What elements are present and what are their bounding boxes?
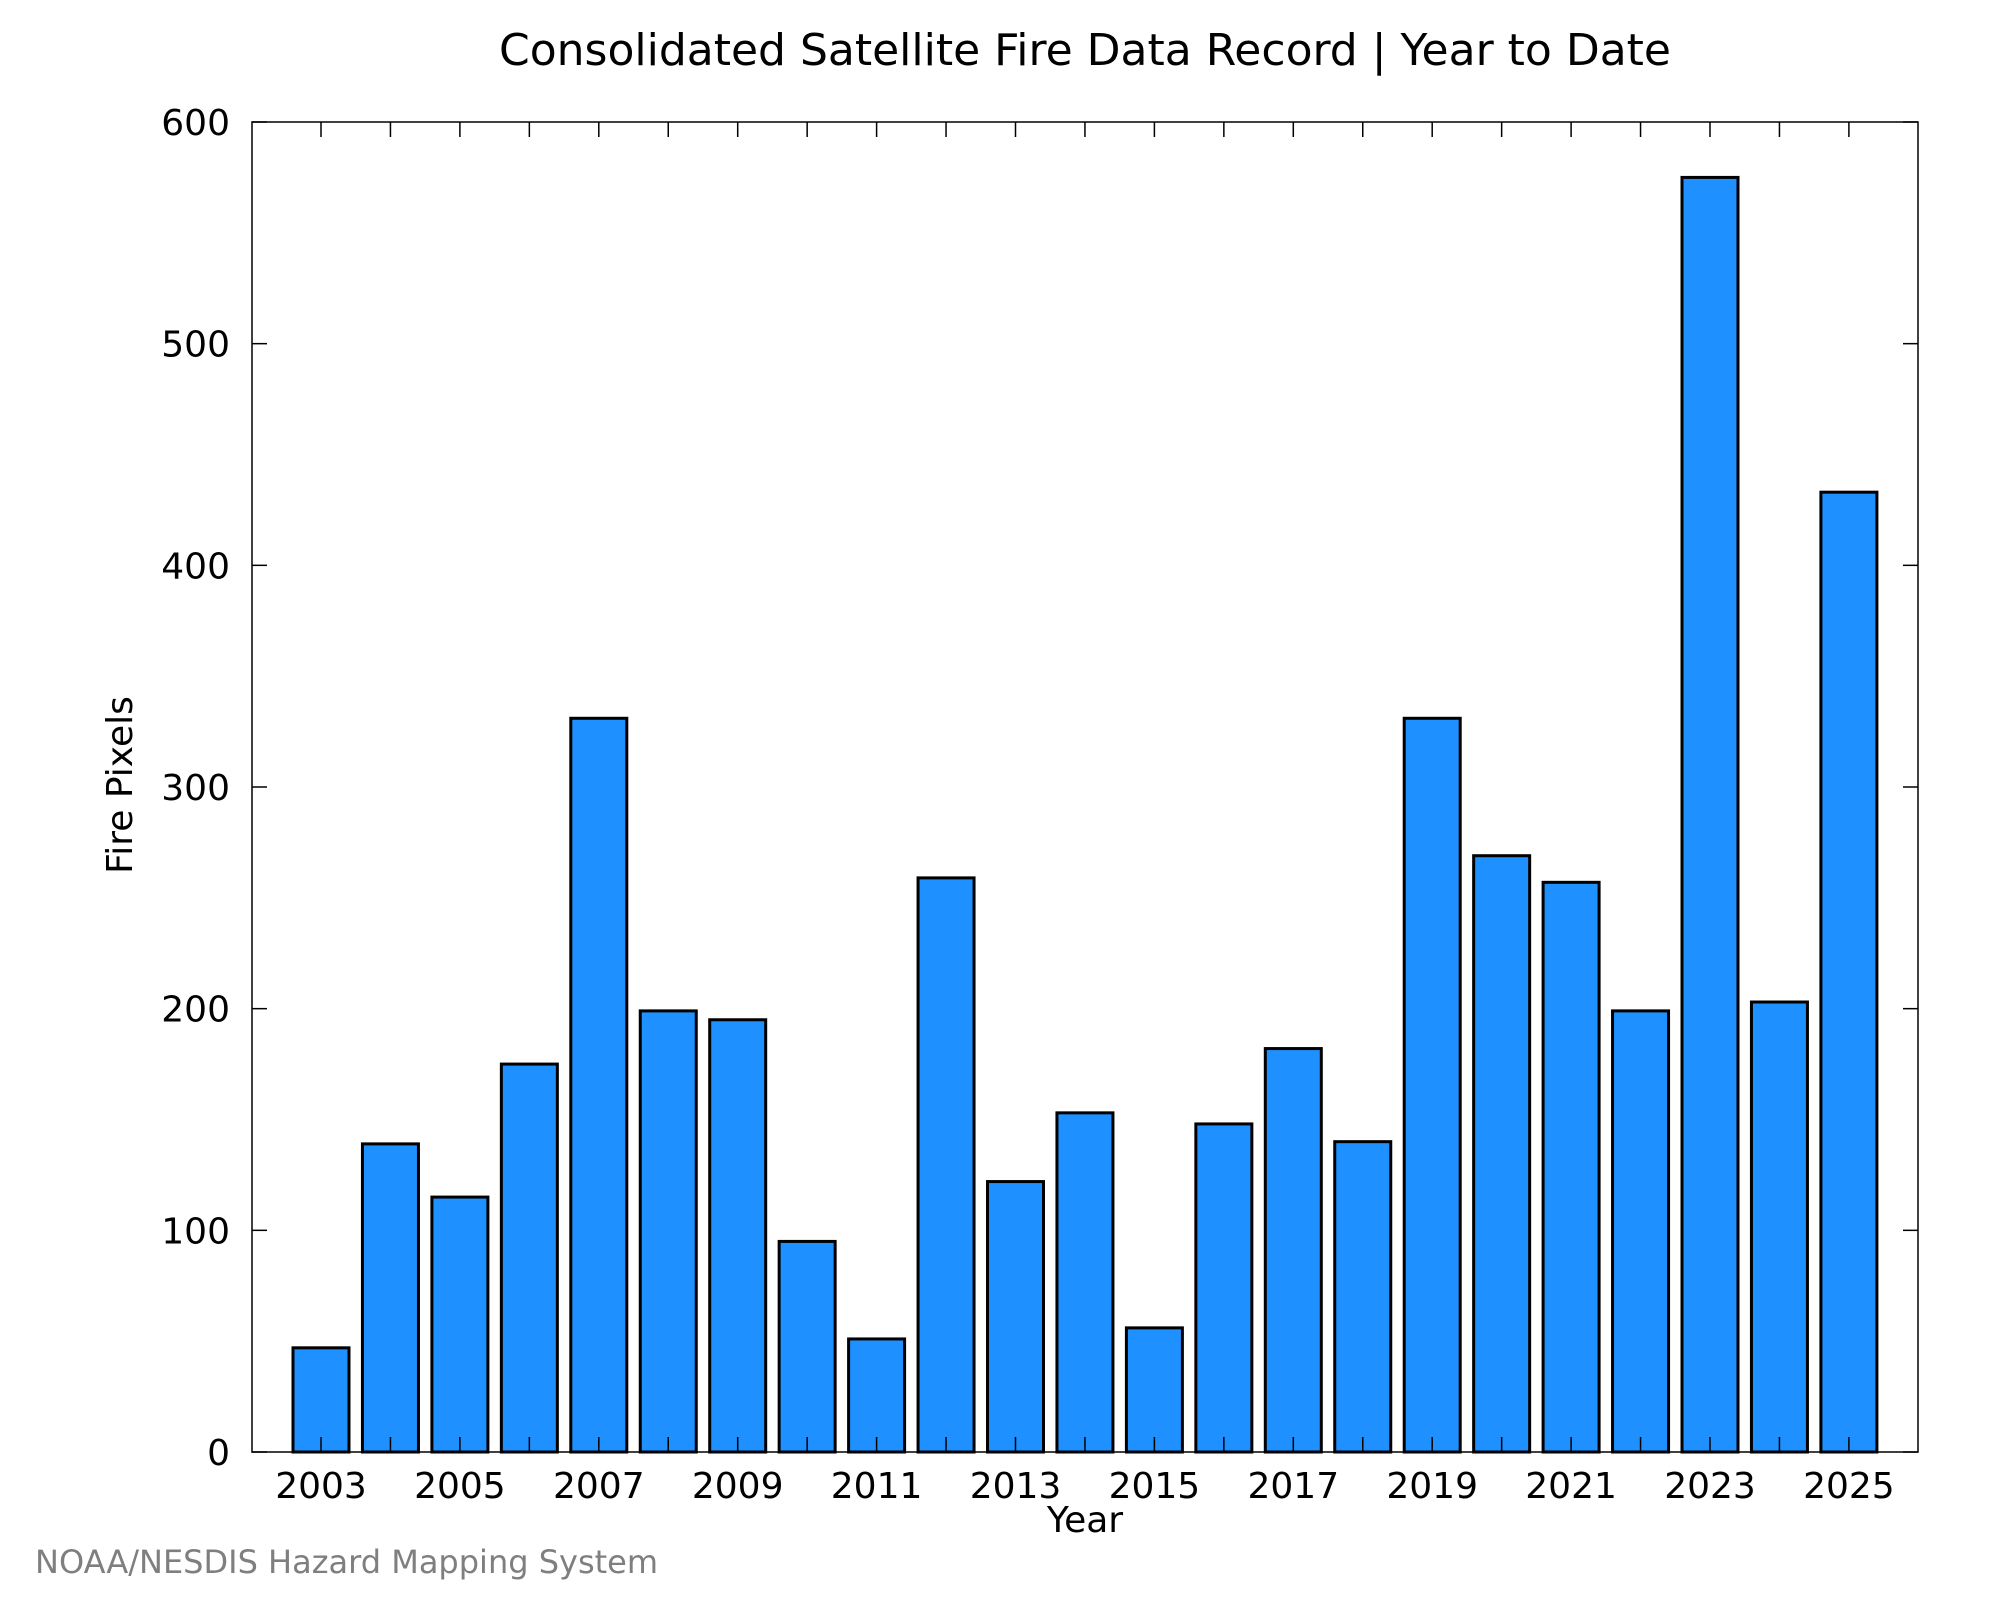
bar-2025 [1819,490,1879,1454]
bar-2024 [1749,1000,1809,1454]
bar-2013 [986,1180,1045,1454]
plot-area: 2003 2005 2007 2009 2011 2013 2015 2017 2019 2021… [161,103,1919,1507]
y-tick-label-500: 500 [161,325,230,366]
bar-2016 [1194,1122,1254,1454]
x-tick-label-2003: 2003 [275,1466,367,1507]
x-tick-label-2021: 2021 [1525,1466,1617,1507]
bar-2018 [1333,1140,1393,1454]
bar-2006 [499,1062,559,1454]
bar-2004 [360,1142,420,1454]
bar-2008 [638,1009,698,1454]
bar-2010 [777,1239,837,1454]
y-tick-label-100: 100 [161,1211,230,1252]
bar-2021 [1541,880,1601,1454]
x-axis-label: Year [1046,1500,1123,1541]
x-tick-label-2011: 2011 [831,1466,923,1507]
x-tick-label-2013: 2013 [970,1466,1062,1507]
y-tick-label-300: 300 [161,768,230,809]
bar-2007 [569,716,629,1454]
chart-title: Consolidated Satellite Fire Data Record … [499,25,1671,76]
x-tick-label-2009: 2009 [692,1466,784,1507]
x-tick-label-2017: 2017 [1247,1466,1339,1507]
y-tick-label-400: 400 [161,546,230,587]
bar-2005 [430,1195,490,1454]
x-tick-label-2019: 2019 [1386,1466,1478,1507]
x-tick-label-2023: 2023 [1664,1466,1756,1507]
bar-2017 [1263,1047,1323,1454]
bar-2020 [1472,854,1532,1454]
bar-2014 [1055,1111,1115,1454]
y-axis-label: Fire Pixels [100,696,141,874]
bar-2022 [1611,1009,1671,1454]
source-label: NOAA/NESDIS Hazard Mapping System [35,1543,658,1581]
bar-2009 [708,1018,768,1454]
y-tick-label-200: 200 [161,990,230,1031]
bar-2019 [1402,716,1462,1454]
bar-2003 [291,1346,351,1454]
bar-2012 [916,876,976,1454]
x-tick-label-2025: 2025 [1803,1466,1895,1507]
x-tick-label-2007: 2007 [553,1466,645,1507]
x-tick-label-2005: 2005 [414,1466,506,1507]
bar-2023 [1680,175,1740,1454]
y-tick-label-0: 0 [207,1433,230,1474]
y-tick-label-600: 600 [161,103,230,144]
bar-2011 [847,1337,907,1454]
bar-2015 [1124,1326,1184,1454]
x-tick-label-2015: 2015 [1109,1466,1201,1507]
